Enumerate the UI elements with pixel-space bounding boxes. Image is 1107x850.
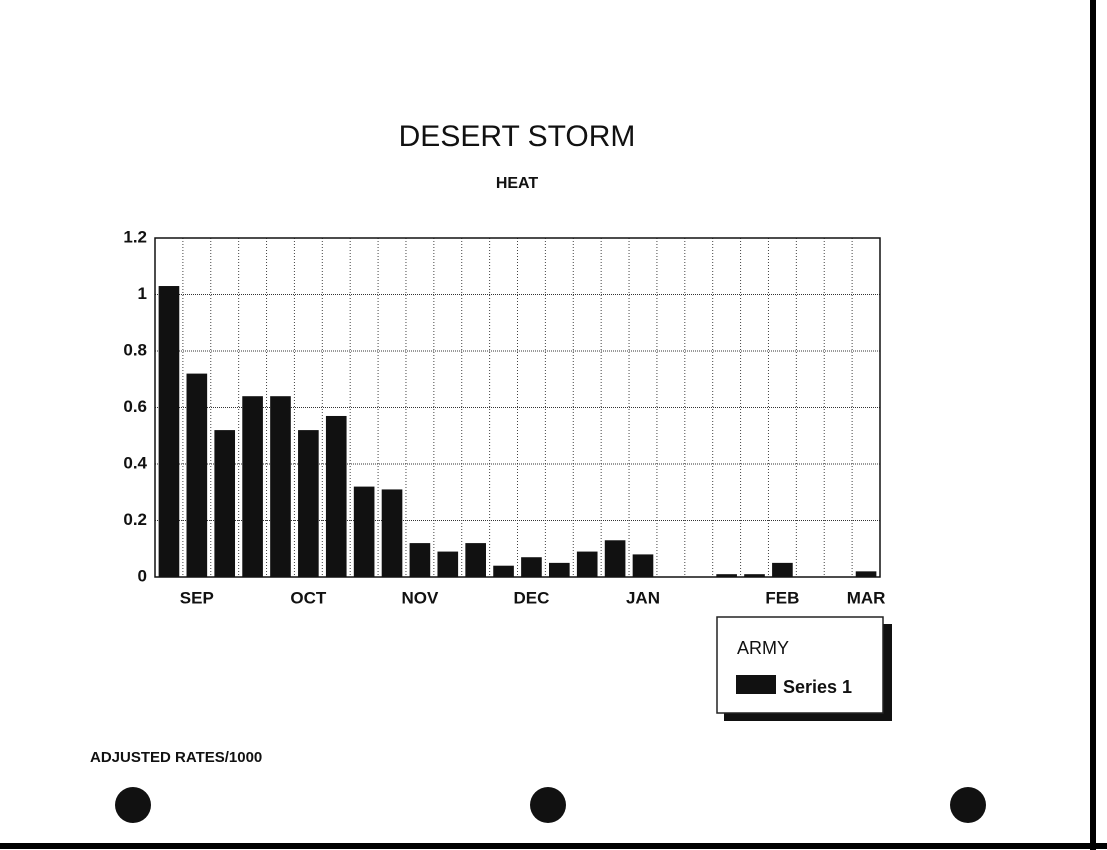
bar [549,562,570,577]
x-tick-label: DEC [513,588,549,607]
y-tick-label: 0 [138,566,147,585]
bar [298,430,319,577]
y-tick-label: 0.6 [123,397,147,416]
chart-subtitle: HEAT [496,175,539,192]
x-tick-label: NOV [401,588,439,607]
bar [493,565,514,577]
x-tick-label: OCT [290,588,327,607]
punch-hole [530,787,566,823]
bar [604,540,626,577]
footnote: ADJUSTED RATES/1000 [90,749,262,766]
y-tick-label: 1.2 [123,227,147,246]
legend-swatch [736,675,776,694]
punch-hole [950,787,986,823]
bar [381,489,403,577]
bar [270,396,291,577]
bar [158,286,180,577]
x-tick-label: SEP [180,588,214,607]
bar [186,373,208,577]
bar [855,571,877,577]
y-tick-label: 0.2 [123,510,147,529]
bar [409,543,431,577]
bar [521,557,542,577]
bar [325,415,347,577]
bar [744,574,765,577]
bar [465,543,486,577]
legend-title: ARMY [737,638,789,658]
bar [632,554,654,577]
y-tick-label: 0.4 [123,453,147,472]
bar [716,574,737,577]
legend-box [716,616,884,714]
bar [576,551,598,577]
legend-label: Series 1 [783,677,852,697]
x-tick-label: FEB [765,588,799,607]
y-tick-label: 0.8 [123,340,147,359]
bar [242,396,263,577]
y-tick-label: 1 [138,284,147,303]
x-tick-label: MAR [847,588,886,607]
plot-frame [154,237,881,578]
x-tick-label: JAN [626,588,660,607]
punch-hole [115,787,151,823]
bar [772,562,793,577]
chart-title: DESERT STORM [399,120,636,153]
bar [214,430,236,577]
bar [353,486,375,577]
bar [437,551,459,577]
